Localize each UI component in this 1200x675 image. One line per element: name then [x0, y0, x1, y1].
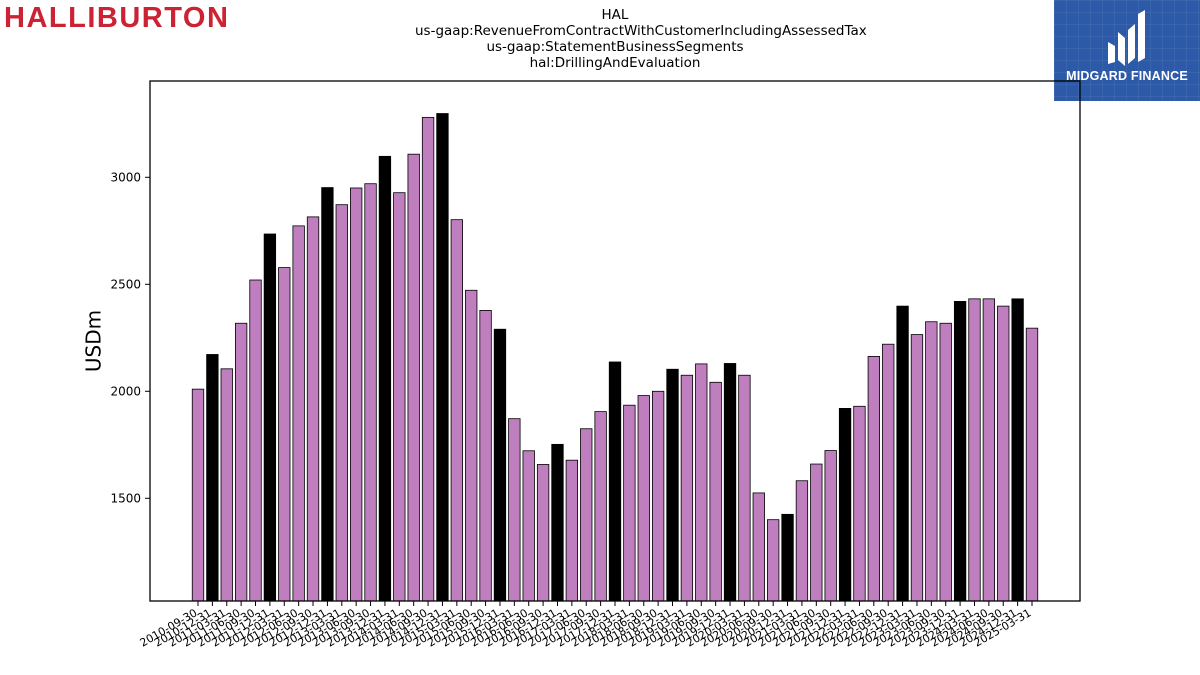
bar-2016-03-31	[508, 418, 521, 602]
bar-2011-09-30	[249, 279, 262, 602]
bar-2020-09-30	[767, 519, 780, 602]
bar-2017-03-31	[565, 459, 579, 602]
y-tick-label: 2000	[110, 384, 141, 398]
bar-2013-09-30	[364, 183, 377, 602]
bar-2023-12-31	[953, 301, 967, 602]
bar-2013-03-31	[335, 204, 348, 602]
bar-2022-06-30	[867, 356, 880, 602]
title-line-axis: us-gaap:StatementBusinessSegments	[486, 39, 744, 55]
bar-2023-09-30	[939, 322, 952, 602]
chart-title: HAL us-gaap:RevenueFromContractWithCusto…	[415, 7, 867, 71]
title-line-concept: us-gaap:RevenueFromContractWithCustomerI…	[415, 23, 867, 39]
bar-2010-12-31	[206, 354, 219, 602]
bar-2015-09-30	[479, 309, 492, 602]
bar-2021-09-30	[824, 450, 837, 602]
bar-2014-12-31	[436, 113, 449, 602]
bar-2018-12-31	[666, 368, 679, 602]
bar-2015-03-31	[450, 219, 463, 602]
bar-2020-06-30	[752, 492, 765, 602]
midgard-finance-badge: MIDGARD FINANCE	[1054, 0, 1200, 101]
y-tick-label: 1500	[110, 491, 141, 505]
bar-2019-12-31	[723, 363, 737, 602]
bar-2014-06-30	[407, 153, 420, 602]
bar-2020-12-31	[781, 513, 794, 602]
halliburton-logo: HALLIBURTON	[4, 2, 230, 34]
bar-2011-12-31	[263, 233, 277, 602]
bar-2012-09-30	[306, 216, 320, 602]
bar-2022-09-30	[882, 343, 895, 602]
x-axis: 2010-09-302010-12-312011-03-312011-06-30…	[138, 601, 1034, 650]
bar-2023-06-30	[925, 321, 938, 602]
bar-2019-03-31	[680, 374, 694, 602]
bar-2017-09-30	[594, 411, 607, 602]
y-tick-label: 3000	[110, 170, 141, 184]
bar-2024-12-31	[1011, 298, 1024, 602]
bar-2025-03-31	[1025, 327, 1039, 602]
bars-group	[191, 113, 1039, 602]
bar-2021-06-30	[810, 463, 823, 602]
bar-2012-03-31	[278, 267, 291, 602]
bar-2022-12-31	[896, 305, 909, 602]
midgard-logo-icon	[1108, 10, 1145, 66]
bar-2016-12-31	[551, 443, 564, 602]
bar-2014-03-31	[393, 192, 406, 602]
bar-2018-03-31	[623, 404, 636, 602]
bar-2018-09-30	[651, 390, 665, 602]
bar-2017-06-30	[580, 428, 593, 602]
bar-2022-03-31	[853, 405, 866, 602]
y-tick-label: 2500	[110, 277, 141, 291]
bar-2017-12-31	[608, 361, 622, 602]
bar-2018-06-30	[637, 395, 650, 602]
bar-2015-06-30	[465, 289, 478, 602]
y-axis: 1500 2000 2500 3000	[110, 170, 150, 505]
bar-2012-06-30	[292, 225, 305, 602]
bar-2024-03-31	[968, 298, 981, 602]
bar-2021-03-31	[795, 480, 809, 602]
bar-2020-03-31	[738, 374, 751, 602]
badge-label: MIDGARD FINANCE	[1066, 69, 1188, 83]
bar-2013-06-30	[350, 187, 363, 602]
title-line-member: hal:DrillingAndEvaluation	[529, 55, 701, 71]
bar-2011-03-31	[220, 368, 233, 602]
bar-2012-12-31	[321, 187, 334, 602]
bar-2019-09-30	[709, 381, 722, 602]
bar-2024-09-30	[997, 305, 1010, 602]
bar-2016-06-30	[522, 450, 535, 602]
bar-2024-06-30	[982, 298, 996, 602]
bar-2011-06-30	[234, 322, 248, 602]
bar-2010-09-30	[191, 388, 205, 602]
title-line-ticker: HAL	[601, 7, 629, 23]
bar-2023-03-31	[910, 334, 924, 602]
bar-2021-12-31	[838, 408, 852, 602]
bar-2014-09-30	[421, 116, 435, 602]
bar-2019-06-30	[695, 363, 708, 602]
y-axis-label: USDm	[82, 310, 106, 372]
bar-2016-09-30	[536, 464, 550, 602]
bar-2015-12-31	[493, 328, 507, 602]
bar-2013-12-31	[378, 155, 392, 602]
